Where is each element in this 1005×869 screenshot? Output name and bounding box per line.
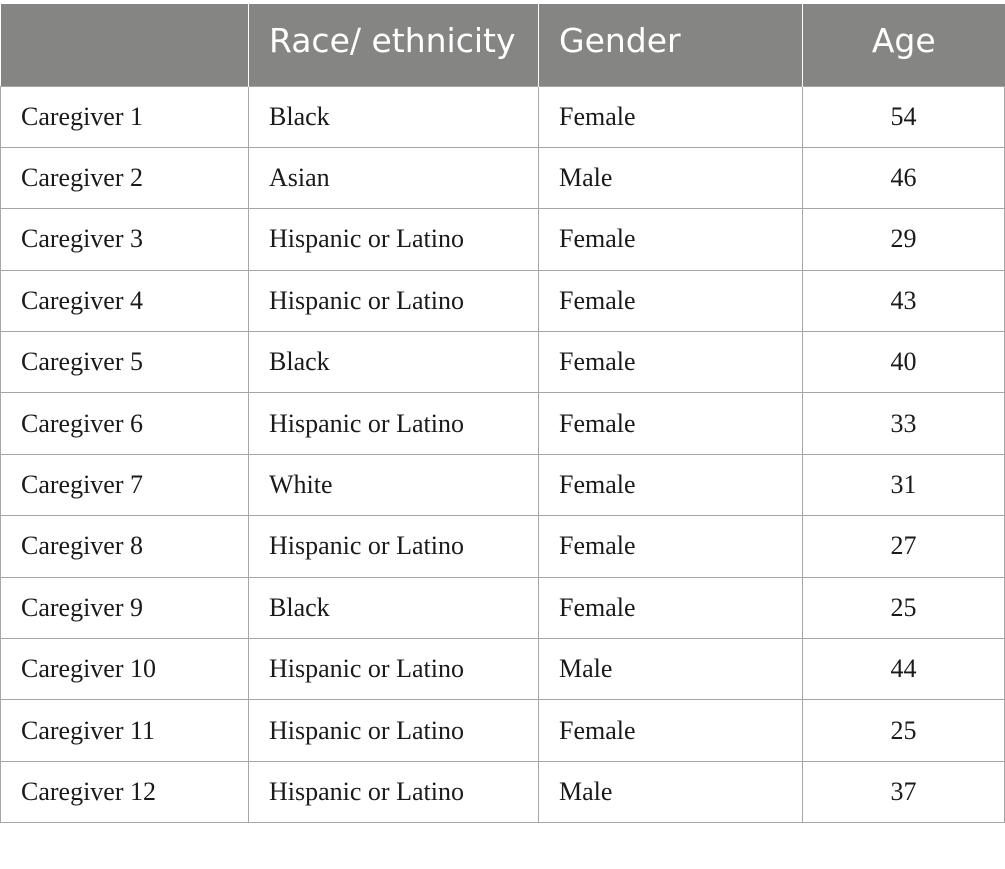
table-row: Caregiver 3 Hispanic or Latino Female 29: [0, 208, 1005, 271]
cell-race: Black: [248, 331, 539, 394]
cell-age: 33: [802, 392, 1005, 455]
cell-gender: Female: [538, 331, 803, 394]
cell-race: Hispanic or Latino: [248, 392, 539, 455]
table-header: Race/ ethnicity Gender Age: [0, 4, 1005, 86]
cell-caregiver: Caregiver 1: [0, 85, 249, 148]
cell-gender: Female: [538, 85, 803, 148]
header-blank: [0, 4, 249, 86]
table-row: Caregiver 2 Asian Male 46: [0, 146, 1005, 210]
cell-caregiver: Caregiver 2: [0, 146, 249, 210]
header-gender: Gender: [538, 4, 803, 86]
cell-age: 44: [802, 638, 1005, 701]
caregiver-demographics-table-container: Race/ ethnicity Gender Age Caregiver 1 B…: [0, 4, 1005, 824]
cell-age: 25: [802, 576, 1005, 640]
caregiver-demographics-table: Race/ ethnicity Gender Age Caregiver 1 B…: [0, 4, 1005, 824]
table-row: Caregiver 7 White Female 31: [0, 453, 1005, 517]
cell-race: Hispanic or Latino: [248, 699, 539, 762]
table-body: Caregiver 1 Black Female 54 Caregiver 2 …: [0, 85, 1005, 824]
cell-caregiver: Caregiver 7: [0, 453, 249, 517]
cell-race: Hispanic or Latino: [248, 760, 539, 824]
cell-age: 40: [802, 331, 1005, 394]
table-row: Caregiver 4 Hispanic or Latino Female 43: [0, 269, 1005, 333]
cell-gender: Female: [538, 515, 803, 578]
table-row: Caregiver 6 Hispanic or Latino Female 33: [0, 392, 1005, 455]
cell-age: 29: [802, 208, 1005, 271]
cell-gender: Female: [538, 392, 803, 455]
cell-race: Black: [248, 85, 539, 148]
table-row: Caregiver 12 Hispanic or Latino Male 37: [0, 760, 1005, 824]
cell-race: Hispanic or Latino: [248, 269, 539, 333]
cell-gender: Female: [538, 576, 803, 640]
cell-caregiver: Caregiver 8: [0, 515, 249, 578]
cell-age: 54: [802, 85, 1005, 148]
cell-caregiver: Caregiver 12: [0, 760, 249, 824]
cell-gender: Female: [538, 699, 803, 762]
header-age: Age: [802, 4, 1005, 86]
cell-race: Hispanic or Latino: [248, 208, 539, 271]
cell-race: Hispanic or Latino: [248, 515, 539, 578]
cell-caregiver: Caregiver 4: [0, 269, 249, 333]
cell-gender: Female: [538, 269, 803, 333]
cell-age: 43: [802, 269, 1005, 333]
cell-age: 25: [802, 699, 1005, 762]
cell-caregiver: Caregiver 10: [0, 638, 249, 701]
cell-caregiver: Caregiver 5: [0, 331, 249, 394]
cell-caregiver: Caregiver 9: [0, 576, 249, 640]
cell-gender: Male: [538, 760, 803, 824]
table-row: Caregiver 10 Hispanic or Latino Male 44: [0, 638, 1005, 701]
table-row: Caregiver 5 Black Female 40: [0, 331, 1005, 394]
cell-gender: Female: [538, 453, 803, 517]
cell-caregiver: Caregiver 3: [0, 208, 249, 271]
cell-age: 46: [802, 146, 1005, 210]
cell-age: 37: [802, 760, 1005, 824]
cell-age: 27: [802, 515, 1005, 578]
table-row: Caregiver 11 Hispanic or Latino Female 2…: [0, 699, 1005, 762]
cell-gender: Male: [538, 638, 803, 701]
cell-caregiver: Caregiver 11: [0, 699, 249, 762]
cell-race: White: [248, 453, 539, 517]
cell-gender: Male: [538, 146, 803, 210]
cell-caregiver: Caregiver 6: [0, 392, 249, 455]
table-row: Caregiver 8 Hispanic or Latino Female 27: [0, 515, 1005, 578]
cell-race: Black: [248, 576, 539, 640]
cell-age: 31: [802, 453, 1005, 517]
cell-gender: Female: [538, 208, 803, 271]
table-row: Caregiver 9 Black Female 25: [0, 576, 1005, 640]
header-race-ethnicity: Race/ ethnicity: [248, 4, 539, 86]
table-row: Caregiver 1 Black Female 54: [0, 85, 1005, 148]
header-row: Race/ ethnicity Gender Age: [0, 4, 1005, 86]
cell-race: Asian: [248, 146, 539, 210]
cell-race: Hispanic or Latino: [248, 638, 539, 701]
